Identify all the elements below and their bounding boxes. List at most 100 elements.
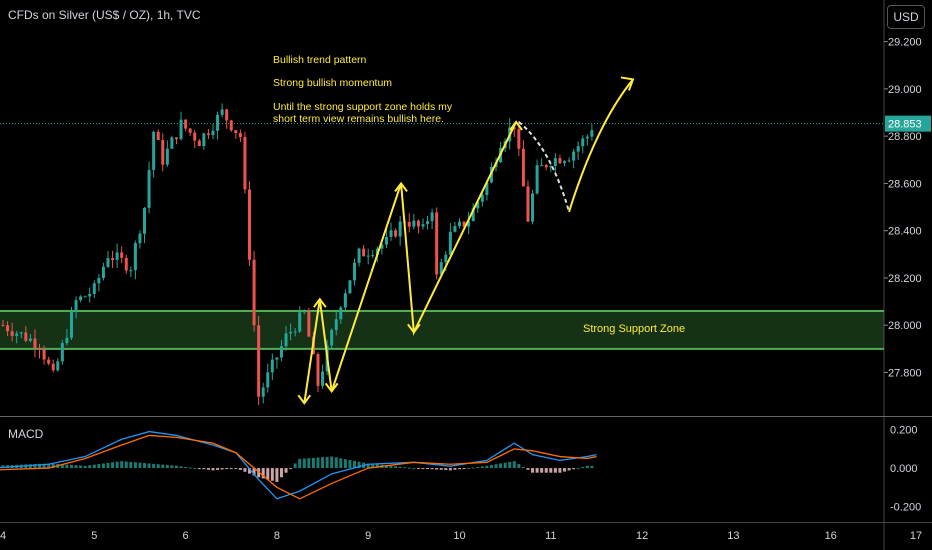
- candle-body: [69, 311, 73, 338]
- candle-body: [179, 119, 183, 140]
- price-tick-label: 29.200: [888, 37, 922, 49]
- candle-body: [581, 138, 585, 147]
- annotation-bullish-trend: Bullish trend pattern: [273, 54, 367, 66]
- macd-histogram-bar: [558, 468, 562, 473]
- analysis-arrowhead: [313, 297, 327, 308]
- macd-histogram-bar: [79, 465, 83, 469]
- candle-body: [380, 244, 384, 249]
- macd-histogram-bar: [435, 468, 439, 470]
- macd-histogram-bar: [234, 468, 238, 470]
- macd-histogram-bar: [284, 468, 288, 473]
- macd-histogram-bar: [526, 468, 530, 470]
- candle-body: [74, 300, 78, 312]
- macd-histogram-bar: [330, 456, 334, 469]
- candle-body: [60, 343, 64, 362]
- macd-histogram-bar: [311, 457, 315, 469]
- macd-histogram-bar: [540, 468, 544, 473]
- analysis-arrowhead: [297, 394, 312, 405]
- candle-body: [161, 139, 165, 165]
- price-tick-label: 28.800: [888, 131, 922, 143]
- macd-histogram-bar: [334, 457, 338, 469]
- candle-body: [143, 207, 147, 234]
- candle-body: [28, 338, 32, 341]
- analysis-arrowhead: [509, 120, 523, 131]
- candle-body: [56, 361, 60, 371]
- macd-histogram-bar: [229, 468, 233, 470]
- candle-body: [225, 109, 229, 121]
- candle-body: [371, 255, 375, 257]
- macd-histogram-bar: [439, 468, 443, 470]
- candle-body: [47, 359, 51, 364]
- candle-body: [88, 293, 92, 297]
- macd-histogram-bar: [467, 468, 471, 470]
- price-tick-label: 28.200: [888, 273, 922, 285]
- currency-button[interactable]: USD: [887, 5, 925, 29]
- time-tick-label: 12: [636, 530, 648, 542]
- macd-histogram-bar: [69, 464, 73, 469]
- macd-histogram-bar: [238, 468, 242, 470]
- candle-body: [531, 193, 535, 222]
- price-tick-label: 28.400: [888, 226, 922, 238]
- macd-histogram-bar: [143, 463, 147, 469]
- candle-body: [138, 233, 142, 244]
- macd-histogram-bar: [88, 465, 92, 469]
- macd-histogram-bar: [120, 461, 124, 469]
- macd-histogram-bar: [197, 468, 201, 470]
- candle-body: [289, 331, 293, 334]
- candle-body: [512, 127, 516, 130]
- candle-body: [284, 333, 288, 347]
- candle-body: [485, 182, 489, 195]
- last-price-tag: [885, 115, 931, 132]
- candle-body: [275, 357, 279, 360]
- macd-histogram-bar: [508, 461, 512, 469]
- candle-body: [453, 226, 457, 232]
- macd-histogram-bar: [60, 464, 64, 469]
- macd-histogram-bar: [585, 465, 589, 469]
- projection-bullish-path: [568, 78, 634, 213]
- macd-histogram-bar: [97, 464, 101, 469]
- time-tick-label: 5: [91, 530, 97, 542]
- candle-body: [353, 262, 357, 281]
- macd-histogram-bar: [576, 468, 580, 470]
- macd-histogram-bar: [202, 468, 206, 470]
- macd-histogram-bar: [206, 468, 210, 470]
- macd-tick-label: 0.000: [890, 463, 918, 475]
- macd-histogram-bar: [489, 465, 493, 469]
- macd-histogram-bar: [307, 458, 311, 469]
- candle-body: [480, 194, 484, 202]
- candle-body: [147, 169, 151, 208]
- annotation-support-view-2: short term view remains bullish here.: [273, 113, 444, 125]
- macd-histogram-bar: [101, 463, 105, 469]
- candle-body: [229, 120, 233, 131]
- macd-histogram-bar: [38, 463, 42, 469]
- candle-body: [79, 296, 83, 301]
- candle-body: [558, 158, 562, 164]
- macd-histogram-bar: [266, 468, 270, 480]
- candle-body: [216, 114, 220, 131]
- macd-histogram-bar: [252, 468, 256, 476]
- macd-label: MACD: [8, 427, 44, 441]
- candle-body: [348, 280, 352, 294]
- macd-histogram-bar: [193, 468, 197, 470]
- price-tick-label: 29.000: [888, 84, 922, 96]
- macd-histogram-bar: [398, 466, 402, 469]
- macd-histogram-bar: [343, 459, 347, 469]
- analysis-arrowhead: [407, 323, 421, 334]
- candle-body: [156, 131, 160, 140]
- candle-body: [562, 161, 566, 164]
- candle-body: [362, 248, 366, 257]
- candle-body: [540, 165, 544, 167]
- candle-body: [174, 137, 178, 140]
- candle-body: [590, 130, 594, 137]
- macd-histogram-bar: [426, 468, 430, 470]
- candle-body: [298, 312, 302, 332]
- candle-body: [467, 221, 471, 227]
- macd-histogram-bar: [248, 468, 252, 474]
- candle-body: [106, 258, 110, 267]
- macd-histogram-bar: [51, 463, 55, 469]
- macd-histogram-bar: [115, 461, 119, 469]
- macd-histogram-bar: [161, 464, 165, 469]
- macd-histogram-bar: [298, 458, 302, 469]
- candle-body: [307, 310, 311, 337]
